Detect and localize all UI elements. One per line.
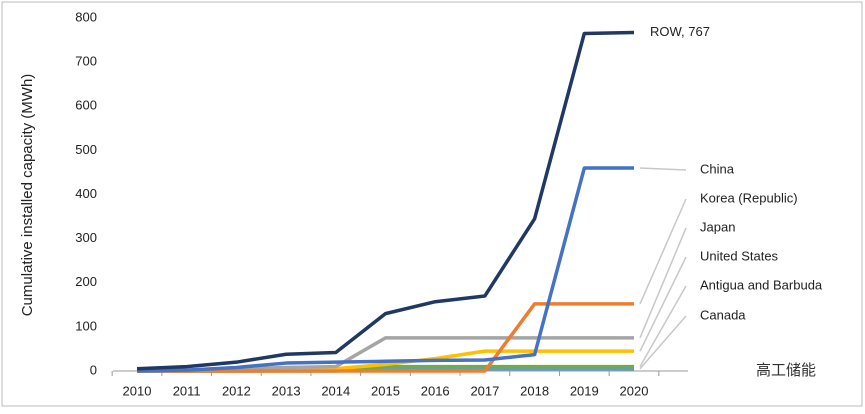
legend-label: Japan (700, 219, 735, 234)
y-tick-label: 400 (75, 186, 97, 201)
x-tick-label: 2020 (620, 383, 649, 398)
x-tick-label: 2017 (470, 383, 499, 398)
watermark: 高工储能 (756, 362, 816, 379)
y-tick-label: 0 (90, 362, 97, 377)
y-tick-label: 200 (75, 274, 97, 289)
leader-line (639, 256, 687, 352)
x-tick-label: 2016 (421, 383, 450, 398)
y-tick-label: 300 (75, 230, 97, 245)
series-line (136, 30, 635, 371)
y-tick-label: 600 (75, 98, 97, 113)
leader-line (639, 315, 687, 370)
leader-line (639, 227, 687, 339)
x-tick-label: 2012 (222, 383, 251, 398)
x-tick-label: 2013 (272, 383, 301, 398)
x-tick-label: 2015 (371, 383, 400, 398)
end-label: ROW, 767 (650, 24, 710, 39)
x-tick-label: 2018 (520, 383, 549, 398)
series-line (137, 302, 634, 373)
legend-label: China (700, 161, 735, 176)
y-tick-label: 800 (75, 9, 97, 24)
legend-label: Korea (Republic) (700, 190, 798, 205)
leader-line (639, 198, 687, 305)
series-line (136, 166, 634, 373)
x-tick-label: 2011 (173, 383, 201, 398)
leader-line (639, 167, 687, 171)
x-tick-label: 2010 (123, 383, 152, 398)
y-tick-label: 100 (75, 318, 97, 333)
y-axis-label: Cumulative installed capacity (MWh) (19, 74, 36, 317)
legend-label: Antigua and Barbuda (700, 277, 823, 292)
legend-label: United States (700, 248, 779, 263)
legend-label: Canada (700, 307, 746, 322)
y-tick-label: 700 (75, 54, 97, 69)
x-tick-label: 2014 (321, 383, 350, 398)
y-tick-label: 500 (75, 142, 97, 157)
leader-line (639, 285, 687, 367)
x-tick-label: 2019 (570, 383, 599, 398)
